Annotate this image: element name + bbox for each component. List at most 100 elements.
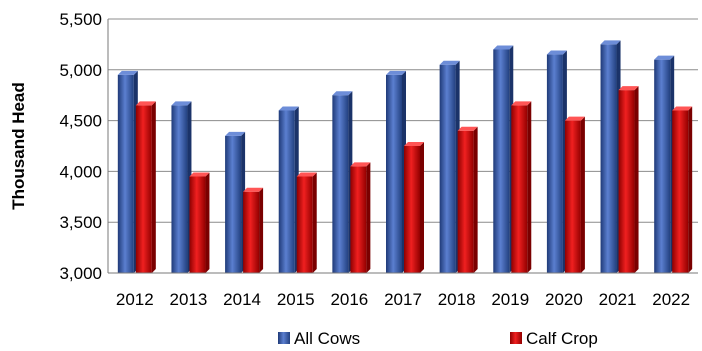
bar-all-cows <box>117 70 138 273</box>
bar-top <box>332 91 353 96</box>
y-tick-label: 3,500 <box>59 213 102 232</box>
bar-calf-crop <box>243 187 264 273</box>
bar-all-cows <box>171 101 192 273</box>
bar-calf-crop <box>618 86 639 274</box>
y-axis-label: Thousand Head <box>9 82 28 210</box>
bar-top <box>618 86 639 91</box>
bars <box>117 40 693 274</box>
y-tick-labels: 3,000 3,500 4,000 4,500 5,000 5,500 <box>59 10 102 283</box>
bar-all-cows <box>600 40 621 274</box>
bar-top <box>546 50 567 55</box>
bar-top <box>672 106 693 111</box>
bar-all-cows-body <box>171 105 188 273</box>
bar-top <box>243 187 264 192</box>
bar-top <box>564 116 585 121</box>
bar-all-cows-body <box>439 64 456 273</box>
x-tick-label: 2020 <box>545 290 583 309</box>
bar-all-cows <box>332 91 353 273</box>
axes <box>107 19 698 274</box>
bar-side <box>151 101 156 273</box>
x-tick-label: 2014 <box>223 290 261 309</box>
bar-all-cows-body <box>225 135 242 273</box>
bar-top <box>225 131 246 136</box>
bar-all-cows <box>654 55 675 273</box>
y-tick-label: 3,000 <box>59 264 102 283</box>
bar-all-cows-body <box>278 110 295 273</box>
bar-top <box>350 162 371 167</box>
x-tick-label: 2022 <box>652 290 690 309</box>
bar-top <box>654 55 675 60</box>
bar-top <box>296 172 317 177</box>
bar-calf-crop-body <box>135 105 152 273</box>
x-tick-label: 2012 <box>116 290 154 309</box>
x-tick-label: 2013 <box>170 290 208 309</box>
bar-all-cows <box>278 106 299 273</box>
bar-top <box>135 101 156 106</box>
bar-top <box>457 126 478 131</box>
y-tick-label: 4,000 <box>59 162 102 181</box>
x-tick-label: 2017 <box>384 290 422 309</box>
bar-top <box>493 45 514 50</box>
x-tick-label: 2016 <box>330 290 368 309</box>
bar-side <box>688 106 693 273</box>
bar-side <box>527 101 532 273</box>
bar-all-cows <box>493 45 514 274</box>
bar-calf-crop <box>296 172 317 273</box>
legend-item-all-cows: All Cows <box>278 329 360 348</box>
legend-swatch-all-cows <box>278 332 290 344</box>
y-tick-label: 5,500 <box>59 10 102 29</box>
x-tick-label: 2019 <box>491 290 529 309</box>
bar-side <box>420 142 424 273</box>
x-tick-labels: 2012 2013 2014 2015 2016 2017 2018 2019 2020 2021… <box>116 290 690 309</box>
bar-calf-crop <box>189 172 210 273</box>
legend-label-calf-crop: Calf Crop <box>526 329 598 348</box>
bar-calf-crop <box>457 126 478 273</box>
bar-calf-crop <box>511 101 532 273</box>
bar-side <box>205 172 210 273</box>
bar-calf-crop-body <box>350 166 367 273</box>
bar-side <box>580 116 585 273</box>
bar-calf-crop <box>404 142 424 273</box>
bar-all-cows-body <box>600 44 617 274</box>
bar-calf-crop <box>672 106 693 273</box>
legend-item-calf-crop: Calf Crop <box>510 329 598 348</box>
bar-calf-crop-body <box>511 105 528 273</box>
bar-side <box>312 172 317 273</box>
bar-calf-crop-body <box>564 120 581 273</box>
bar-top <box>117 70 138 75</box>
bar-all-cows <box>439 60 460 273</box>
bar-calf-crop <box>564 116 585 273</box>
bar-calf-crop-body <box>457 130 474 273</box>
bar-calf-crop-body <box>404 146 420 273</box>
bar-all-cows-body <box>493 49 510 274</box>
bar-calf-crop-body <box>672 110 689 273</box>
y-tick-label: 5,000 <box>59 61 102 80</box>
bar-all-cows <box>386 70 406 273</box>
x-tick-label: 2018 <box>438 290 476 309</box>
bar-side <box>634 86 639 274</box>
bar-calf-crop <box>135 101 156 273</box>
bar-calf-crop-body <box>243 191 260 273</box>
bar-top <box>404 142 424 146</box>
y-tick-label: 4,500 <box>59 112 102 131</box>
bar-all-cows-body <box>117 74 134 273</box>
bar-all-cows-body <box>332 95 349 273</box>
bar-all-cows-body <box>546 54 563 274</box>
bar-top <box>189 172 210 177</box>
legend-label-all-cows: All Cows <box>294 329 360 348</box>
bar-top <box>171 101 192 106</box>
bar-top <box>600 40 621 45</box>
bar-side <box>473 126 478 273</box>
legend: All Cows Calf Crop <box>278 329 598 348</box>
bar-calf-crop-body <box>189 176 206 273</box>
bar-top <box>511 101 532 106</box>
bar-calf-crop-body <box>618 90 635 274</box>
bar-side <box>366 162 371 273</box>
bar-top <box>278 106 299 111</box>
bar-calf-crop-body <box>296 176 313 273</box>
bar-calf-crop <box>350 162 371 273</box>
legend-swatch-calf-crop <box>510 332 522 344</box>
x-tick-label: 2015 <box>277 290 315 309</box>
x-tick-label: 2021 <box>599 290 637 309</box>
